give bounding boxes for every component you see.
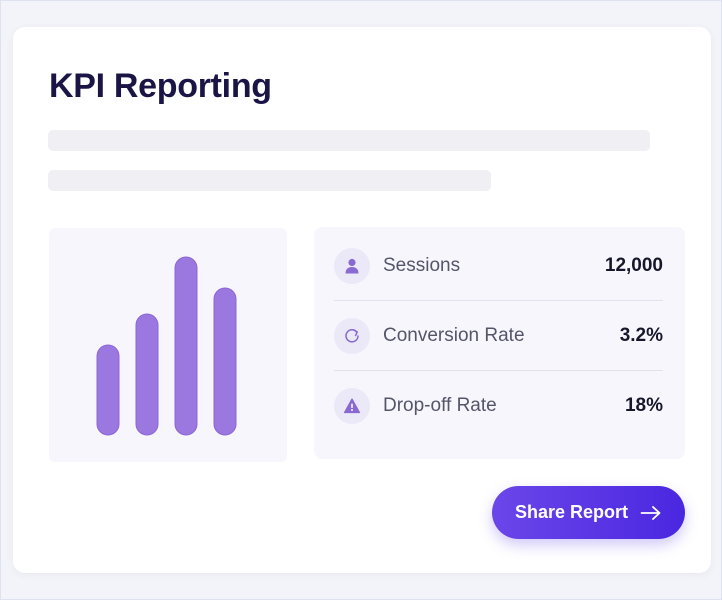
metric-row-sessions: Sessions 12,000 [334,231,663,301]
metric-label: Sessions [383,255,605,277]
chart-bar [97,345,119,435]
bar-chart [49,228,287,462]
refresh-icon [334,318,370,354]
metric-row-drop-off-rate: Drop-off Rate 18% [334,371,663,441]
metrics-panel: Sessions 12,000 Conversion Rate 3.2% [314,227,685,459]
metric-label: Drop-off Rate [383,395,625,417]
share-report-label: Share Report [515,502,628,523]
metric-label: Conversion Rate [383,325,620,347]
placeholder-line-1 [48,130,650,151]
metric-value: 18% [625,395,663,417]
metric-value: 12,000 [605,255,663,277]
placeholder-line-2 [48,170,491,191]
chart-bar [175,257,197,435]
arrow-right-icon [640,505,662,521]
chart-panel [49,228,287,462]
share-report-button[interactable]: Share Report [492,486,685,539]
card-title: KPI Reporting [49,67,272,106]
metric-row-conversion-rate: Conversion Rate 3.2% [334,301,663,371]
metric-value: 3.2% [620,325,663,347]
warning-icon [334,388,370,424]
chart-bar [214,288,236,435]
person-icon [334,248,370,284]
chart-bar [136,314,158,435]
kpi-card: KPI Reporting Sessions 12,000 [13,27,711,573]
